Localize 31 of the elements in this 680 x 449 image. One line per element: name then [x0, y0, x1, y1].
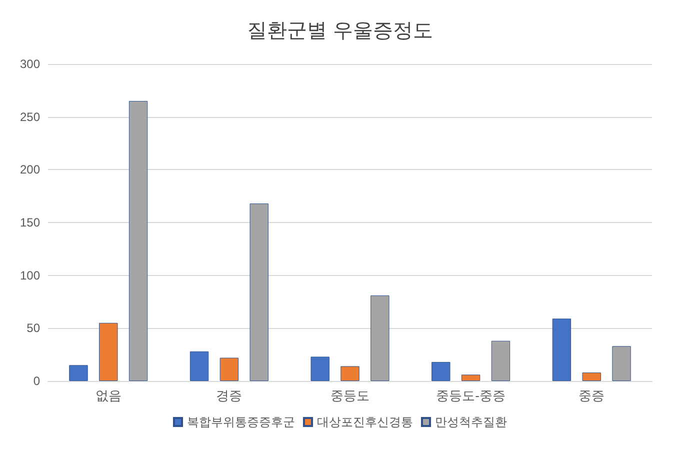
bar — [370, 295, 390, 381]
bar — [310, 356, 330, 381]
x-tick-label: 중등도-중증 — [436, 388, 506, 403]
x-tick-label: 없음 — [95, 388, 122, 403]
legend-label: 만성척추질환 — [435, 415, 507, 429]
bar — [552, 318, 572, 381]
bar — [340, 366, 360, 381]
bar — [190, 351, 209, 381]
legend-label: 복합부위통증증후군 — [187, 415, 295, 429]
bar — [99, 322, 118, 381]
legend-label: 대상포진후신경통 — [317, 415, 413, 429]
x-tick-label: 경증 — [216, 388, 242, 403]
y-tick-label: 150 — [20, 216, 40, 230]
bar — [582, 372, 601, 381]
bar — [461, 374, 480, 381]
bar — [432, 362, 450, 381]
bar — [250, 203, 268, 381]
bar — [612, 346, 631, 381]
y-tick-label: 200 — [20, 162, 40, 177]
y-tick-label: 0 — [33, 374, 40, 388]
bar — [220, 358, 239, 381]
y-tick-label: 100 — [20, 268, 40, 282]
y-tick-label: 50 — [26, 321, 40, 336]
bar — [491, 340, 510, 381]
bar — [69, 365, 88, 381]
bar — [128, 100, 148, 381]
y-tick-label: 300 — [20, 57, 40, 71]
x-tick-label: 중등도 — [330, 388, 370, 403]
x-tick-label: 중증 — [578, 388, 605, 403]
chart-title: 질환군별 우울증정도 — [247, 20, 433, 42]
y-tick-label: 250 — [20, 110, 40, 124]
